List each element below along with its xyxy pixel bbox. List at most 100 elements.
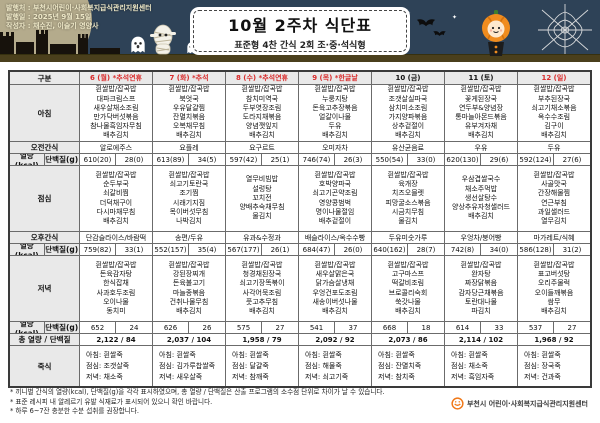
bat-icon (416, 19, 436, 27)
energy-value: 626 (153, 322, 189, 333)
table-row: 저녁 흰쌀밥/잡곡밥 돈육감자탕 한식잡채 사과호두조림 오이나물 동치미 흰쌀밥/… (10, 256, 590, 322)
pm-snack-cell: 유과&수정과 (226, 232, 299, 244)
pm-snack-cell: 두유미숫가루 (372, 232, 445, 244)
energy-value: 552(157) (153, 244, 189, 255)
energy-pm-cell: 567(177) 26(1) (226, 244, 299, 256)
breakfast-cell: 흰쌀밥/잡곡밥 대파크림스프 새우살채소조림 만가닥버섯볶음 참나물흑임자무침 … (80, 85, 153, 142)
smiley-logo-icon (451, 397, 464, 410)
am-snack-cell: 유산균음료 (372, 142, 445, 154)
energy-value: 759(82) (80, 244, 116, 255)
energy-value: 614 (445, 322, 481, 333)
lunch-cell: 우삼겹쌀국수 채소주먹밥 생선살탕수 양상추유자청샐러드 배추김치 (445, 166, 518, 232)
protein-value: 34(0) (489, 245, 509, 254)
banner: 발행처 : 부천시어린이·사회복지급식관리지원센터 발행일 : 2025년 9월… (0, 0, 600, 62)
day-header-cell: 12 (일) (518, 72, 590, 85)
mummy-character (150, 24, 176, 55)
protein-label: 단백질(g) (45, 323, 79, 332)
energy-pm-cell: 742(8) 34(0) (445, 244, 518, 256)
day-header-cell: 9 (목) *한글날 (299, 72, 372, 85)
energy-value: 684(47) (299, 244, 335, 255)
energy-am-cell: 550(54) 33(0) (372, 154, 445, 166)
total-cell: 2,122 / 84 (80, 334, 153, 346)
lunch-label-cell: 점심 (10, 166, 80, 232)
energy-value: 620(130) (445, 154, 481, 165)
protein-value: 27(6) (562, 155, 582, 164)
porridge-cell: 아침: 흰쌀죽 점심: 잔멸치죽 저녁: 참치죽 (372, 346, 445, 386)
energy-value: 652 (80, 322, 116, 333)
table-row: 점심 흰쌀밥/잡곡밥 순두부국 쇠갈비찜 더덕채구이 다시마채무침 배추김치 흰쌀밥… (10, 166, 590, 232)
energy-value: 613(89) (153, 154, 189, 165)
energy-value: 742(8) (445, 244, 481, 255)
energy-dinner-cell: 537 27 (518, 322, 590, 334)
menu-table: 구분 6 (월) *추석연휴 7 (화) *추석 8 (수) *추석연휴 9 (목) *… (8, 70, 592, 388)
total-cell: 2,092 / 92 (299, 334, 372, 346)
am-snack-cell: 요구르트 (226, 142, 299, 154)
energy-dinner-cell: 541 37 (299, 322, 372, 334)
protein-value: 31(2) (562, 245, 582, 254)
breakfast-cell: 흰쌀밥/잡곡밥 꽃게된장국 연두부&양념장 통마늘아몬드볶음 유부겨자채 배추김… (445, 85, 518, 142)
total-cell: 1,958 / 79 (226, 334, 299, 346)
energy-value: 586(128) (518, 244, 554, 255)
footnote-line: * 표준 레시피 내 알레르기 유발 식재료가 표시되어 있으니 확인 바랍니다… (10, 397, 213, 406)
energy-pm-cell: 759(82) 33(1) (80, 244, 153, 256)
energy-dinner-cell: 614 33 (445, 322, 518, 334)
banner-info: 발행처 : 부천시어린이·사회복지급식관리지원센터 발행일 : 2025년 9월… (6, 4, 152, 31)
am-snack-cell: 요플레 (153, 142, 226, 154)
protein-label: 단백질(g) (45, 155, 79, 164)
breakfast-cell: 흰쌀밥/잡곡밥 조갯살실파국 삼치미소조림 가지양파볶음 상추겉절이 배추김치 (372, 85, 445, 142)
lunch-cell: 흰쌀밥/잡곡밥 쇠고기토란국 조기찜 시래기지짐 목이버섯무침 나박김치 (153, 166, 226, 232)
pm-snack-cell: 우엉차/붕어빵 (445, 232, 518, 244)
spider-web-icon (538, 4, 592, 54)
energy-kcal-label: 열량(kcal) (10, 154, 45, 165)
energy-am-cell: 746(74) 26(3) (299, 154, 372, 166)
dinner-cell: 흰쌀밥/잡곡밥 표고버섯탕 오리주물럭 오이들깨볶음 쌈무 배추김치 (518, 256, 590, 322)
energy-label-cell: 열량(kcal) 단백질(g) (10, 244, 80, 256)
energy-kcal-label: 열량(kcal) (10, 244, 45, 255)
am-snack-cell: 알로에주스 (80, 142, 153, 154)
pumpkin-character (482, 10, 510, 56)
table-row: 아침 흰쌀밥/잡곡밥 대파크림스프 새우살채소조림 만가닥버섯볶음 참나물흑임자무… (10, 85, 590, 142)
title-box: 10월 2주차 식단표 표준형 4찬 간식 2회 조·중·석식형 (190, 7, 410, 55)
dinner-label-cell: 저녁 (10, 256, 80, 322)
table-row: 오후간식 단감슬라이스/바람떡 송편/두유 유과&수정과 배슬라이스/옥수수빵 두유미숫가… (10, 232, 590, 244)
protein-value: 34(5) (197, 155, 217, 164)
table-row: 열량(kcal) 단백질(g) 610(20) 28(0) 613(89) 34(5) 59… (10, 154, 590, 166)
porridge-cell: 아침: 흰쌀죽 점심: 해물죽 저녁: 쇠고기죽 (299, 346, 372, 386)
energy-value: 537 (518, 322, 554, 333)
energy-pm-cell: 684(47) 26(0) (299, 244, 372, 256)
total-cell: 2,073 / 86 (372, 334, 445, 346)
porridge-label-cell: 죽식 (10, 346, 80, 386)
pm-snack-cell: 송편/두유 (153, 232, 226, 244)
protein-value: 29(6) (489, 155, 509, 164)
total-cell: 1,968 / 92 (518, 334, 590, 346)
breakfast-cell: 흰쌀밥/잡곡밥 누룽지탕 돈육고추장볶음 얼갈이나물 두유 배추김치 (299, 85, 372, 142)
lunch-cell: 흰쌀밥/잡곡밥 사골맛국 간장해물찜 연근부침 과일샐러드 열무김치 (518, 166, 590, 232)
energy-am-cell: 592(124) 27(6) (518, 154, 590, 166)
energy-value: 610(20) (80, 154, 116, 165)
protein-value: 26(0) (343, 245, 363, 254)
protein-value: 28(0) (124, 155, 144, 164)
energy-value: 550(54) (372, 154, 408, 165)
protein-value: 37 (348, 323, 358, 332)
am-snack-label-cell: 오전간식 (10, 142, 80, 154)
energy-dinner-cell: 626 26 (153, 322, 226, 334)
protein-value: 25(1) (270, 155, 290, 164)
protein-value: 18 (421, 323, 431, 332)
energy-label-cell: 열량(kcal) 단백질(g) (10, 154, 80, 166)
protein-value: 26 (202, 323, 212, 332)
day-header-cell: 11 (토) (445, 72, 518, 85)
sparkle-icon: ✦ (452, 14, 458, 21)
lunch-cell: 흰쌀밥/잡곡밥 순두부국 쇠갈비찜 더덕채구이 다시마채무침 배추김치 (80, 166, 153, 232)
pm-snack-label-cell: 오후간식 (10, 232, 80, 244)
energy-value: 592(124) (518, 154, 554, 165)
porridge-cell: 아침: 흰쌀죽 점심: 조갯살죽 저녁: 채소죽 (80, 346, 153, 386)
total-label-cell: 총 열량 / 단백질 (10, 334, 80, 346)
day-header-cell: 10 (금) (372, 72, 445, 85)
castle-silhouette (0, 30, 120, 56)
energy-dinner-cell: 652 24 (80, 322, 153, 334)
energy-value: 575 (226, 322, 262, 333)
bat-icon-small (433, 31, 446, 36)
breakfast-label-cell: 아침 (10, 85, 80, 142)
porridge-cell: 아침: 흰쌀죽 점심: 채소죽 저녁: 흑임자죽 (445, 346, 518, 386)
footnote-line: * 하루 6~7잔 충분한 수분 섭취를 권장합니다. (10, 407, 139, 415)
